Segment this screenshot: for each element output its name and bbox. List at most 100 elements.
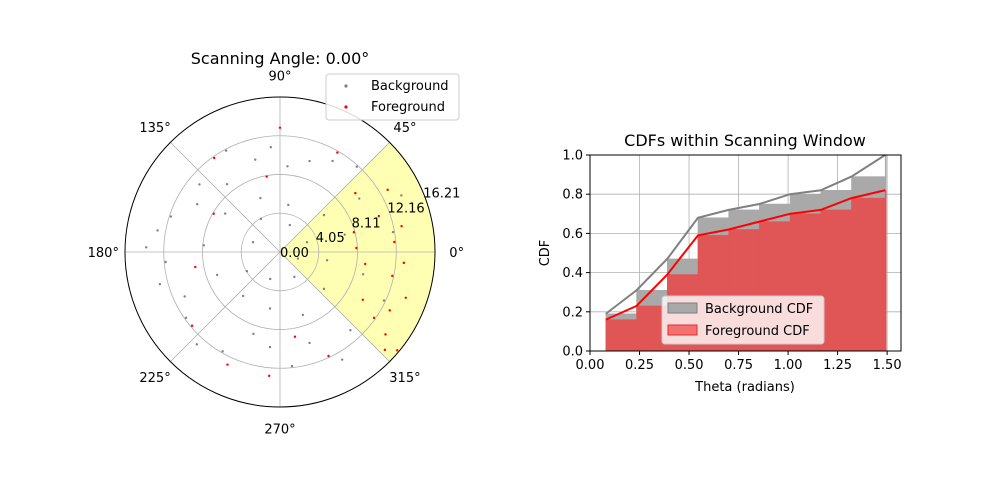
foreground-point — [372, 316, 376, 320]
y-tick-label: 0.0 — [562, 345, 583, 360]
angular-grid-line — [170, 142, 281, 253]
background-point — [322, 213, 326, 217]
background-point — [224, 149, 228, 152]
foreground-point — [364, 262, 367, 266]
x-tick-label: 0.00 — [576, 358, 605, 373]
foreground-point — [388, 309, 391, 312]
background-point — [195, 202, 199, 206]
angular-grid-line — [170, 251, 281, 362]
foreground-point — [293, 335, 297, 338]
angle-tick-label: 315° — [389, 371, 420, 386]
background-point — [325, 259, 329, 262]
polar-legend-box — [325, 73, 460, 121]
background-point — [223, 212, 227, 215]
foreground-point — [278, 126, 282, 129]
foreground-point — [190, 324, 194, 327]
foreground-point — [402, 261, 406, 265]
x-tick-label: 1.50 — [873, 358, 902, 373]
background-point — [241, 294, 245, 298]
x-axis-label: Theta (radians) — [694, 380, 795, 395]
x-tick-label: 1.00 — [774, 358, 803, 373]
background-point — [296, 257, 300, 260]
legend-swatch-background-cdf — [667, 302, 698, 314]
x-tick-label: 0.25 — [625, 358, 654, 373]
foreground-point — [393, 240, 396, 244]
background-point — [358, 197, 361, 200]
foreground-point — [194, 265, 197, 269]
background-point — [269, 146, 273, 149]
background-point — [215, 273, 219, 277]
radial-tick-label: 0.00 — [280, 246, 309, 261]
cdf-chart-title: CDFs within Scanning Window — [624, 131, 866, 150]
foreground-point — [352, 231, 356, 234]
polar-frame — [124, 96, 436, 408]
background-point — [268, 277, 272, 281]
legend-label-foreground-cdf: Foreground CDF — [705, 324, 810, 339]
background-point — [158, 282, 162, 286]
background-point — [254, 158, 257, 161]
background-point — [349, 328, 352, 332]
x-tick-label: 0.75 — [724, 358, 753, 373]
background-point — [286, 165, 289, 168]
y-axis-label: CDF — [538, 240, 553, 267]
legend-marker-foreground — [344, 105, 348, 109]
background-point — [251, 240, 255, 244]
background-point — [145, 246, 148, 249]
y-tick-label: 0.8 — [562, 188, 583, 203]
background-point — [245, 269, 249, 273]
foreground-point — [404, 296, 407, 299]
background-point — [268, 345, 272, 349]
background-point — [308, 341, 311, 345]
angle-tick-label: 45° — [393, 121, 416, 136]
angle-tick-label: 135° — [139, 121, 170, 136]
foreground-point — [386, 188, 389, 192]
background-point — [164, 260, 167, 264]
background-point — [301, 313, 305, 317]
foreground-cdf-bar — [605, 319, 637, 352]
background-point — [305, 240, 309, 244]
legend-swatch-foreground-cdf — [667, 324, 698, 336]
background-point — [290, 364, 294, 368]
polar-chart-title: Scanning Angle: 0.00° — [191, 49, 370, 68]
foreground-point — [400, 224, 403, 228]
background-point — [293, 275, 296, 279]
x-tick-labels: 0.00 0.25 0.50 0.75 1.00 1.25 1.50 — [576, 351, 902, 373]
y-tick-label: 0.4 — [562, 266, 583, 281]
foreground-cdf-bar — [884, 190, 887, 352]
foreground-point — [212, 212, 215, 215]
angle-tick-label: 0° — [449, 246, 464, 261]
legend-label-background-cdf: Background CDF — [705, 302, 813, 317]
foreground-point — [391, 274, 394, 278]
foreground-point — [383, 348, 387, 352]
background-point — [184, 316, 188, 320]
foreground-point — [265, 175, 268, 178]
background-point — [221, 350, 224, 353]
background-point — [195, 343, 199, 346]
cdf-legend: Background CDF Foreground CDF — [661, 295, 825, 345]
x-tick-label: 0.50 — [675, 358, 704, 373]
background-point — [361, 273, 365, 276]
cdf-bars-foreground — [605, 190, 887, 352]
foreground-point — [384, 333, 387, 336]
foreground-point — [226, 363, 229, 366]
x-tick-label: 1.25 — [823, 358, 852, 373]
background-point — [198, 183, 201, 186]
background-point — [268, 307, 272, 310]
background-point — [331, 159, 334, 163]
background-point — [225, 182, 229, 186]
angle-tick-labels: 0° 45° 90° 135° 180° 225° 270° 315° — [88, 69, 464, 437]
foreground-point — [395, 349, 399, 352]
background-point — [169, 215, 173, 218]
angle-tick-label: 90° — [268, 69, 291, 84]
foreground-cdf-line — [605, 189, 886, 321]
background-point — [156, 229, 159, 232]
polar-legend: Background Foreground — [325, 73, 460, 121]
background-point — [322, 287, 326, 291]
legend-label-background: Background — [371, 79, 449, 94]
background-point — [202, 244, 205, 247]
cdf-lines — [605, 154, 886, 321]
foreground-cdf-bar — [851, 197, 886, 352]
cdf-chart: CDFs within Scanning Window 0.00 0.25 0.50… — [538, 131, 902, 395]
background-point — [183, 295, 186, 298]
